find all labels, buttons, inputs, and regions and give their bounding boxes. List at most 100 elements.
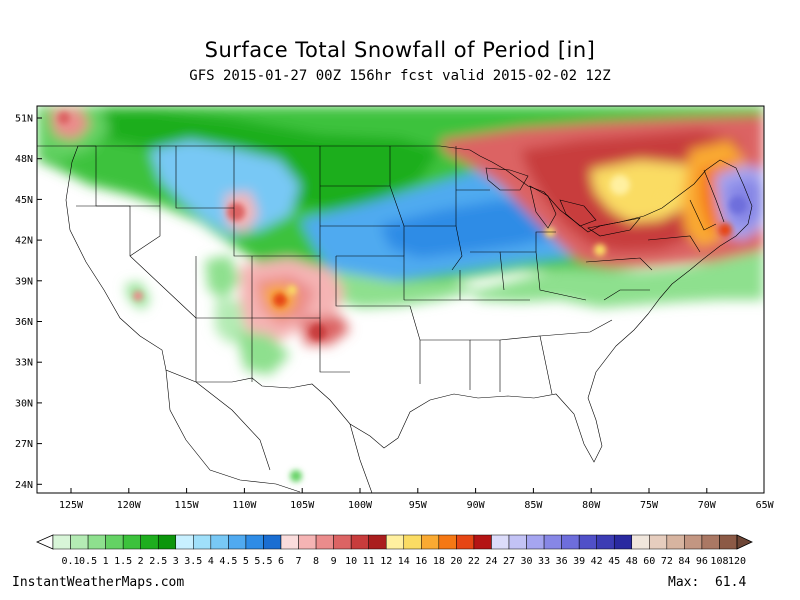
colorbar-swatch: [157, 534, 177, 550]
map-plot-area: [37, 106, 764, 493]
colorbar-swatch: [701, 534, 720, 550]
lon-label: 85W: [524, 500, 543, 511]
colorbar-labels: 0.1 0.5 1 1.5 2 2.5 3 3.5 4 4.5 5 5.5 6 7 8 9 10 11 12 14 16…: [62, 556, 747, 567]
colorbar-swatch: [280, 534, 299, 550]
colorbar-level-label: 1: [103, 556, 109, 567]
colorbar-level-label: 108: [710, 556, 728, 567]
colorbar-swatch: [210, 534, 229, 550]
colorbar-swatch: [315, 534, 334, 550]
lon-label: 95W: [409, 500, 428, 511]
colorbar-level-label: 0.1: [62, 556, 80, 567]
lon-label: 110W: [232, 500, 257, 511]
colorbar-swatch: [491, 534, 510, 550]
max-label: Max:: [668, 575, 700, 590]
colorbar-swatch: [87, 534, 106, 550]
axis-ticks: [37, 117, 708, 493]
lon-label: 80W: [582, 500, 601, 511]
colorbar-level-label: 120: [728, 556, 746, 567]
lon-label: 65W: [756, 500, 775, 511]
colorbar-swatch: [456, 534, 475, 550]
lon-label: 120W: [117, 500, 142, 511]
colorbar-level-label: 1.5: [114, 556, 132, 567]
colorbar-swatch: [684, 534, 703, 550]
snowfall-shading: [37, 106, 764, 482]
colorbar-swatch: [350, 534, 369, 550]
colorbar-level-label: 60: [643, 556, 655, 567]
colorbar-swatch: [561, 534, 580, 550]
colorbar-swatch: [385, 534, 405, 550]
lon-label: 125W: [59, 500, 84, 511]
lat-label: 51N: [15, 114, 33, 125]
colorbar-swatch: [228, 534, 247, 550]
colorbar-level-label: 45: [608, 556, 620, 567]
colorbar-swatch: [245, 534, 264, 550]
state-boundaries: [37, 145, 753, 493]
colorbar-swatch: [333, 534, 352, 550]
colorbar-level-label: 14: [398, 556, 410, 567]
colorbar-level-label: 72: [661, 556, 673, 567]
lat-label: 36N: [15, 317, 33, 328]
colorbar-level-label: 36: [556, 556, 568, 567]
lon-label: 70W: [698, 500, 717, 511]
colorbar-level-label: 7: [296, 556, 302, 567]
colorbar-swatch: [578, 534, 597, 550]
colorbar-level-label: 3: [173, 556, 179, 567]
colorbar: [36, 534, 753, 550]
colorbar-level-label: 4.5: [219, 556, 237, 567]
colorbar-level-label: 6: [278, 556, 284, 567]
colorbar-level-label: 10: [345, 556, 357, 567]
colorbar-arrow-right: [736, 534, 753, 550]
lat-label: 45N: [15, 195, 33, 206]
colorbar-level-label: 5: [243, 556, 249, 567]
colorbar-level-label: 11: [363, 556, 375, 567]
map-title: Surface Total Snowfall of Period [in]: [204, 38, 596, 62]
colorbar-swatch: [105, 534, 124, 550]
lon-label: 90W: [467, 500, 486, 511]
colorbar-level-label: 22: [468, 556, 480, 567]
max-value: 61.4: [714, 575, 747, 590]
colorbar-level-label: 96: [696, 556, 708, 567]
longitude-labels: 125W 120W 115W 110W 105W 100W 95W 90W 85W 80W 75W 7…: [59, 500, 775, 511]
colorbar-level-label: 9: [331, 556, 337, 567]
lon-label: 115W: [175, 500, 200, 511]
colorbar-swatch: [70, 534, 89, 550]
colorbar-level-label: 30: [521, 556, 533, 567]
max-readout: Max: 61.4: [668, 575, 746, 590]
colorbar-swatch: [175, 534, 194, 550]
colorbar-level-label: 0.5: [79, 556, 97, 567]
colorbar-swatch: [508, 534, 527, 550]
colorbar-swatch: [263, 534, 282, 550]
colorbar-swatch: [649, 534, 668, 550]
colorbar-level-label: 39: [573, 556, 585, 567]
colorbar-level-label: 33: [538, 556, 550, 567]
lon-label: 100W: [348, 500, 373, 511]
colorbar-level-label: 8: [313, 556, 319, 567]
colorbar-swatch: [719, 534, 738, 550]
colorbar-swatch: [122, 534, 141, 550]
colorbar-level-label: 2: [138, 556, 144, 567]
map-frame: [36, 105, 765, 494]
colorbar-swatch: [52, 534, 71, 550]
colorbar-level-label: 48: [626, 556, 638, 567]
colorbar-swatch: [473, 534, 492, 550]
colorbar-swatch: [543, 534, 562, 550]
lat-label: 27N: [15, 439, 33, 450]
map-subtitle: GFS 2015-01-27 00Z 156hr fcst valid 2015…: [189, 68, 611, 84]
colorbar-level-label: 27: [503, 556, 515, 567]
latitude-labels: 51N 48N 45N 42N 39N 36N 33N 30N 27N 24N: [15, 114, 33, 491]
colorbar-swatch: [438, 534, 457, 550]
colorbar-level-label: 18: [433, 556, 445, 567]
colorbar-swatch: [631, 534, 650, 550]
colorbar-level-label: 2.5: [149, 556, 167, 567]
lon-label: 75W: [640, 500, 659, 511]
lon-label: 105W: [290, 500, 315, 511]
colorbar-level-label: 5.5: [254, 556, 272, 567]
colorbar-swatch: [298, 534, 317, 550]
colorbar-swatch: [193, 534, 212, 550]
colorbar-arrow-left: [36, 534, 54, 550]
lat-label: 48N: [15, 154, 33, 165]
lat-label: 42N: [15, 236, 33, 247]
colorbar-level-label: 12: [380, 556, 392, 567]
lat-label: 39N: [15, 276, 33, 287]
colorbar-level-label: 84: [678, 556, 690, 567]
